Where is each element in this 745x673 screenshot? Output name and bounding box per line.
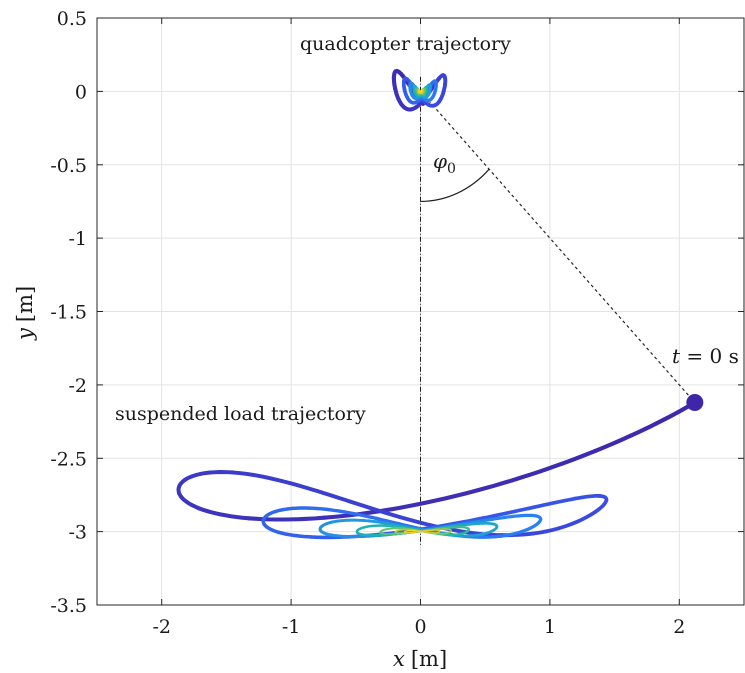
y-tick-label: -1 <box>68 228 87 250</box>
load-path-segment <box>573 494 602 501</box>
load-path-segment <box>362 533 379 537</box>
load-path-segment <box>510 448 598 483</box>
reference-lines <box>420 76 696 547</box>
load-path-segment <box>247 472 300 488</box>
y-axis-label: y [m] <box>13 286 37 341</box>
x-axis-label: x [m] <box>393 647 447 671</box>
load-path-segment <box>597 494 609 502</box>
load-path-segment <box>409 531 416 534</box>
t0-annotation: t = 0 s <box>672 344 739 368</box>
load-path-segment <box>481 521 495 526</box>
x-tick-label: -2 <box>152 616 171 638</box>
load-path-segment <box>322 502 419 520</box>
angle-symbol: φ <box>433 149 447 173</box>
angle-arc <box>420 168 490 203</box>
load-path-segment <box>384 527 394 531</box>
load-path-segment <box>176 477 187 496</box>
load-path-segment <box>177 491 202 511</box>
load-path-segment <box>277 530 314 539</box>
load-path-segment <box>387 524 404 529</box>
load-path-segment <box>458 525 468 529</box>
load-path-segment <box>652 405 690 427</box>
angle-subscript: 0 <box>447 161 456 177</box>
load-path-segment <box>519 523 537 534</box>
tick-labels: -2 -1 0 1 2 0.5 0 -0.5 -1 -1.5 -2 -2.5 -3 -3.5 <box>50 8 685 638</box>
load-path-segment <box>295 483 353 504</box>
quadcopter-annotation: quadcopter trajectory <box>300 33 511 55</box>
y-tick-label: -3.5 <box>50 595 87 617</box>
load-path-segment <box>246 515 327 522</box>
load-path-segment <box>374 516 413 529</box>
load-path-segment <box>208 470 252 477</box>
load-path-segment <box>575 507 601 524</box>
load-path-segment <box>261 514 269 527</box>
load-path-segment <box>593 422 657 453</box>
x-tick-label: 1 <box>544 616 556 638</box>
load-path-segment <box>329 533 354 539</box>
load-path-segment <box>533 514 543 522</box>
load-path-segment <box>262 522 281 535</box>
load-path-segment <box>423 531 430 534</box>
load-path-segment <box>472 534 503 539</box>
y-axis-symbol: y <box>13 327 37 341</box>
ticks <box>97 17 744 606</box>
load-path-segment <box>307 506 343 514</box>
load-path-segment <box>363 524 377 529</box>
load-path-segment <box>197 506 251 521</box>
load-trajectory <box>176 393 704 540</box>
load-path-segment <box>348 499 407 521</box>
quadcopter-trajectory <box>391 68 448 112</box>
load-path-segment <box>413 530 422 533</box>
load-path-segment <box>544 519 580 534</box>
load-path-segment <box>356 525 366 532</box>
y-axis-unit: [m] <box>13 286 37 322</box>
load-path-segment <box>330 518 351 524</box>
load-path-segment <box>320 520 334 528</box>
load-path-segment <box>517 513 538 518</box>
y-tick-label: -3 <box>68 522 87 544</box>
x-tick-label: 2 <box>673 616 685 638</box>
y-tick-label: 0 <box>75 81 87 103</box>
load-path-segment <box>491 514 521 521</box>
x-axis-unit: [m] <box>411 647 447 671</box>
y-tick-label: -0.5 <box>50 155 87 177</box>
load-path-segment <box>368 519 394 526</box>
load-path-segment <box>281 506 311 512</box>
load-path-segment <box>448 525 462 529</box>
load-path-segment <box>419 530 428 533</box>
load-path-segment <box>464 522 485 527</box>
initial-load-marker <box>686 393 704 411</box>
angle-annotation: φ0 <box>433 149 456 177</box>
load-path-segment <box>469 532 486 538</box>
load-path-segment <box>182 470 213 482</box>
y-tick-label: -2 <box>68 375 87 397</box>
x-tick-label: 0 <box>414 616 426 638</box>
load-path-segment <box>414 478 515 507</box>
load-path-segment <box>425 529 433 532</box>
load-path-segment <box>477 505 536 521</box>
y-tick-label: -2.5 <box>50 448 87 470</box>
load-path-segment <box>532 496 577 510</box>
y-tick-label: 0.5 <box>57 8 87 30</box>
load-path-segment <box>444 528 451 531</box>
t0-value: = 0 s <box>680 344 739 368</box>
y-tick-label: -1.5 <box>50 302 87 324</box>
load-path-segment <box>347 518 372 523</box>
load-annotation: suspended load trajectory <box>115 403 366 425</box>
load-path-segment <box>451 532 463 536</box>
load-path-segment <box>264 507 285 518</box>
x-tick-label: -1 <box>282 616 301 638</box>
x-axis-symbol: x <box>393 647 405 671</box>
t0-symbol: t <box>672 344 681 368</box>
load-path-segment <box>498 530 524 538</box>
load-path-segment <box>339 509 378 521</box>
